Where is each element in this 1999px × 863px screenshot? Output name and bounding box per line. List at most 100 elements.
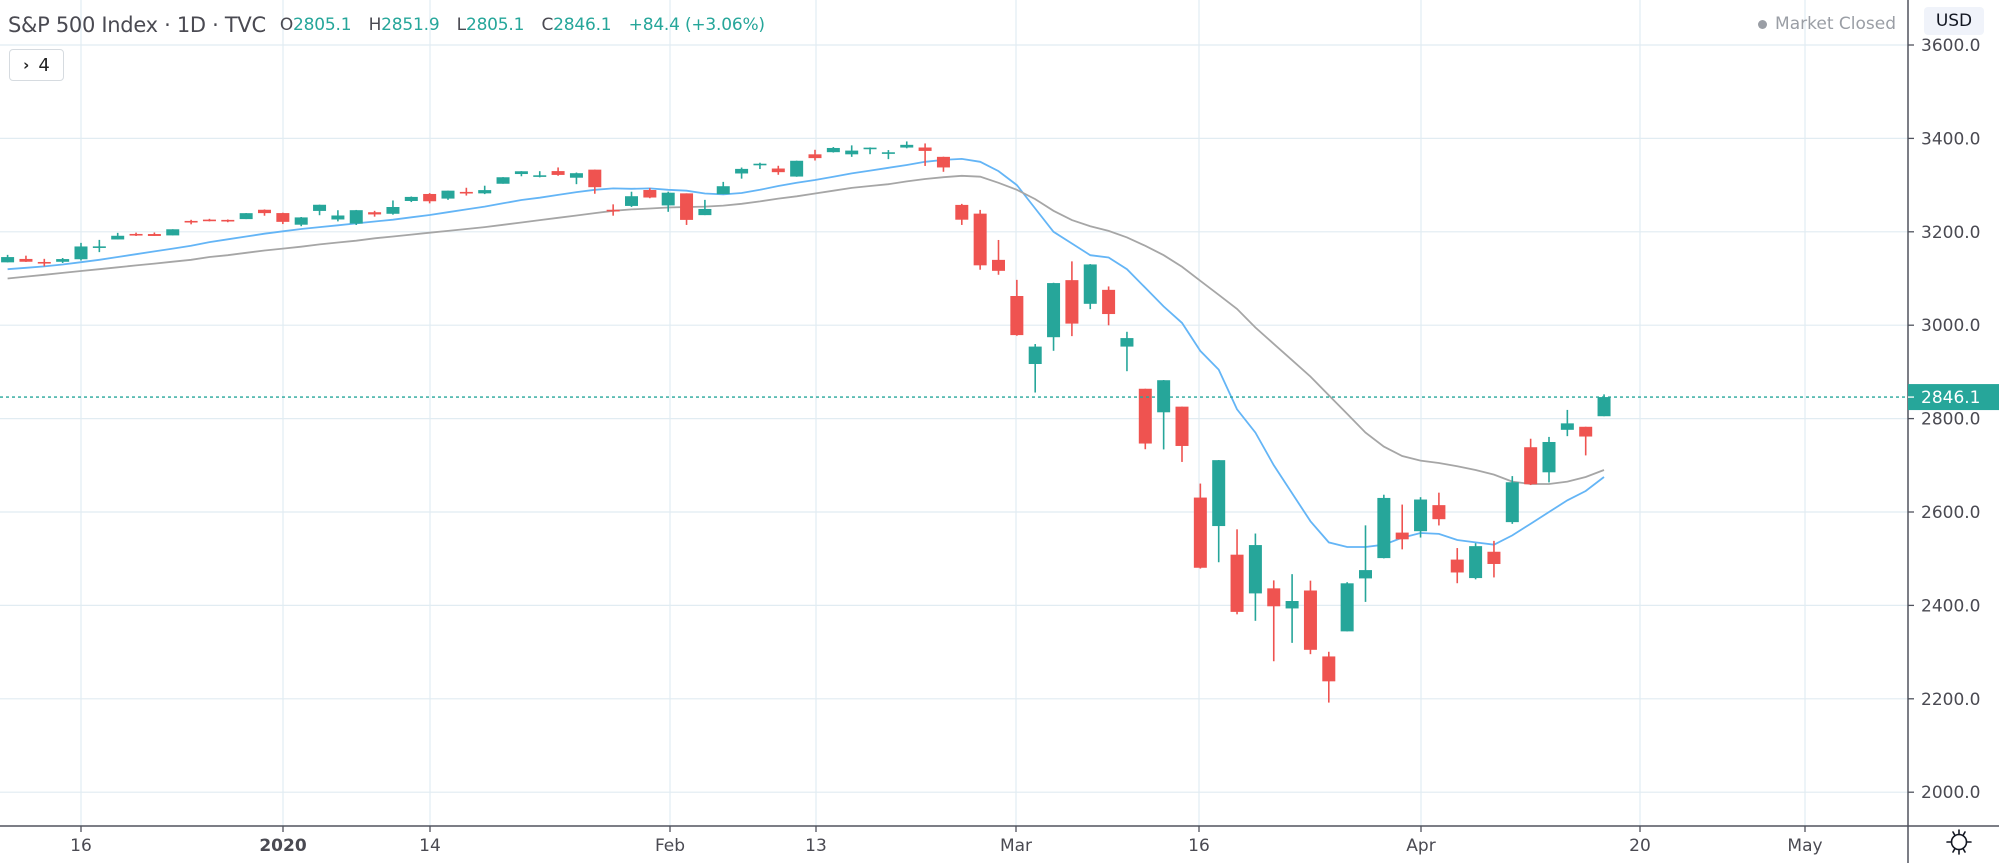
price-tick-label: 2600.0 bbox=[1921, 503, 1980, 523]
candle-body bbox=[92, 246, 106, 248]
last-price-badge bbox=[1908, 384, 1999, 411]
candle-body bbox=[918, 147, 932, 151]
candle-body bbox=[1285, 601, 1299, 609]
candle-body bbox=[625, 196, 638, 206]
price-tick-label: 2200.0 bbox=[1921, 690, 1980, 710]
candle-body bbox=[74, 246, 88, 260]
candle-body bbox=[1450, 559, 1464, 573]
indicators-toggle-button[interactable]: › 4 bbox=[9, 49, 64, 81]
candle-body bbox=[111, 235, 125, 240]
status-dot-icon bbox=[1758, 19, 1768, 29]
candle-body bbox=[386, 207, 400, 214]
candle-body bbox=[973, 213, 987, 266]
candle-body bbox=[1028, 346, 1042, 365]
candle-body bbox=[1248, 545, 1262, 594]
price-tick-label: 2400.0 bbox=[1921, 596, 1980, 616]
time-tick-label: 13 bbox=[805, 836, 827, 856]
indicators-count: 4 bbox=[38, 54, 50, 76]
candle-body bbox=[276, 213, 290, 222]
candle-body bbox=[826, 147, 840, 153]
candle-body bbox=[533, 175, 547, 177]
candle-body bbox=[1047, 283, 1061, 338]
time-tick-label: Feb bbox=[655, 836, 685, 856]
gear-icon[interactable] bbox=[1943, 826, 1975, 858]
close-label: C bbox=[541, 15, 554, 35]
price-tick-label: 3200.0 bbox=[1921, 223, 1980, 243]
moving-average-line bbox=[7, 174, 1605, 485]
candle-body bbox=[1102, 289, 1116, 315]
high-value: 2851.9 bbox=[381, 15, 440, 35]
candle-body bbox=[129, 233, 143, 236]
candle-body bbox=[1542, 441, 1556, 473]
candle-body bbox=[863, 147, 877, 150]
candle-body bbox=[37, 261, 51, 264]
candle-body bbox=[19, 258, 33, 262]
high-label: H bbox=[368, 15, 382, 35]
currency-badge[interactable]: USD bbox=[1924, 7, 1984, 35]
candle-body bbox=[735, 168, 749, 174]
candle-body bbox=[1340, 583, 1354, 632]
time-tick-label: 14 bbox=[419, 836, 441, 856]
candle-body bbox=[496, 177, 510, 184]
candle-body bbox=[1175, 406, 1189, 446]
candle-body bbox=[661, 192, 675, 206]
time-tick-label: 2020 bbox=[259, 836, 306, 856]
candle-body bbox=[1524, 447, 1538, 485]
candle-body bbox=[1010, 296, 1024, 336]
candle-body bbox=[56, 259, 70, 262]
time-tick-label: Mar bbox=[1000, 836, 1032, 856]
candle-body bbox=[1432, 505, 1446, 520]
candle-body bbox=[1579, 426, 1593, 437]
candle-body bbox=[845, 150, 859, 155]
candle-body bbox=[514, 171, 528, 175]
candle-body bbox=[606, 209, 620, 212]
candle-body bbox=[1303, 590, 1317, 650]
candle-body bbox=[1469, 546, 1483, 579]
candle-body bbox=[1322, 656, 1336, 682]
candle-body bbox=[643, 190, 657, 198]
time-tick-label: Apr bbox=[1406, 836, 1435, 856]
candle-body bbox=[184, 220, 198, 223]
candle-body bbox=[955, 204, 969, 220]
time-tick-label: 20 bbox=[1629, 836, 1651, 856]
price-tick-label: 2000.0 bbox=[1921, 783, 1980, 803]
candle-body bbox=[1560, 423, 1574, 430]
low-label: L bbox=[456, 15, 466, 35]
market-status-text: Market Closed bbox=[1775, 14, 1896, 34]
candle-body bbox=[1359, 570, 1372, 579]
candle-body bbox=[1505, 482, 1519, 523]
candle-body bbox=[294, 217, 308, 225]
candle-body bbox=[478, 190, 492, 194]
candle-body bbox=[771, 168, 785, 173]
candle-body bbox=[258, 209, 271, 214]
candle-body bbox=[1120, 338, 1134, 347]
candle-body bbox=[147, 234, 161, 236]
candle-body bbox=[1083, 264, 1097, 304]
candle-body bbox=[1212, 460, 1226, 527]
candle-body bbox=[680, 193, 694, 220]
candle-body bbox=[221, 219, 235, 222]
candle-body bbox=[1597, 397, 1611, 417]
candle-body bbox=[1395, 532, 1409, 540]
price-tick-label: 3000.0 bbox=[1921, 316, 1980, 336]
candle-body bbox=[423, 193, 437, 202]
candle-body bbox=[1414, 499, 1428, 532]
candle-body bbox=[808, 154, 822, 159]
candle-body bbox=[459, 191, 473, 194]
candle-body bbox=[992, 259, 1005, 271]
candle-body bbox=[790, 160, 804, 177]
candle-body bbox=[166, 229, 180, 236]
low-value: 2805.1 bbox=[465, 15, 525, 35]
candle-body bbox=[1377, 497, 1391, 559]
price-tick-label: 3600.0 bbox=[1921, 36, 1980, 56]
candle-body bbox=[551, 171, 565, 175]
candle-body bbox=[716, 186, 730, 195]
price-tick-label: 2800.0 bbox=[1921, 410, 1980, 430]
candle-body bbox=[1267, 588, 1281, 607]
candle-body bbox=[349, 210, 363, 224]
time-tick-label: May bbox=[1787, 836, 1822, 856]
last-price-label: 2846.1 bbox=[1921, 388, 1980, 408]
symbol-title[interactable]: S&P 500 Index · 1D · TVC bbox=[8, 13, 266, 37]
candle-body bbox=[239, 213, 253, 220]
